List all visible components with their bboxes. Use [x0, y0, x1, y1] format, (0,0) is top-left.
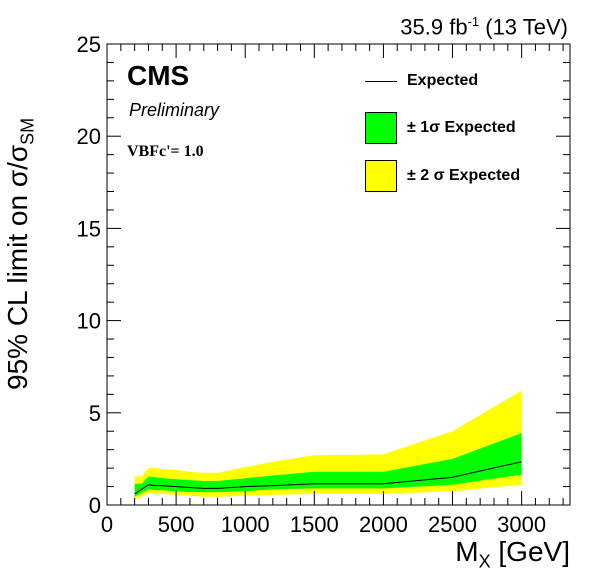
x-tick-label: 2000 — [359, 512, 408, 537]
legend-one-sigma-label: ± 1σ Expected — [407, 119, 516, 136]
legend-one-sigma: ± 1σ Expected — [365, 112, 516, 144]
x-tick-label: 1000 — [221, 512, 270, 537]
y-tick-label: 15 — [77, 216, 101, 241]
x-axis-label-sub: X — [478, 551, 491, 572]
y-tick-label: 5 — [89, 401, 101, 426]
cms-label: CMS — [127, 60, 190, 91]
bands-layer — [134, 390, 522, 500]
x-axis-label-unit: [GeV] — [490, 536, 570, 567]
expected-line — [134, 461, 522, 495]
x-tick-label: 0 — [101, 512, 113, 537]
legend-two-sigma: ± 2 σ Expected — [365, 160, 520, 192]
x-axis-label: MX [GeV] — [455, 536, 570, 573]
ticks-layer: 0 500 1000 1500 2000 2500 3000 0 5 10 15 20 25 — [77, 32, 570, 537]
preliminary-label: Preliminary — [129, 100, 220, 120]
model-label: VBFc'= 1.0 — [127, 143, 204, 160]
lumi-exponent: -1 — [467, 14, 480, 29]
y-tick-label: 20 — [77, 124, 101, 149]
x-tick-label: 1500 — [290, 512, 339, 537]
legend-two-sigma-label: ± 2 σ Expected — [407, 167, 521, 184]
legend-expected-swatch — [365, 80, 397, 82]
x-axis-label-main: M — [455, 536, 479, 567]
luminosity-label: 35.9 fb-1 (13 TeV) — [400, 14, 568, 40]
legend-two-sigma-swatch — [365, 160, 397, 192]
y-tick-label: 10 — [77, 309, 101, 334]
y-axis-label-sub: SM — [17, 117, 38, 145]
x-tick-label: 3000 — [497, 512, 546, 537]
one-sigma-band — [134, 433, 522, 497]
y-tick-label: 0 — [89, 493, 101, 518]
y-axis-label: 95% CL limit on σ/σSM — [2, 118, 39, 390]
plot-frame — [106, 43, 571, 506]
lumi-energy: (13 TeV) — [485, 14, 568, 40]
legend-one-sigma-swatch — [365, 112, 397, 144]
legend-expected: Expected — [365, 72, 478, 90]
lumi-value: 35.9 fb — [400, 14, 468, 40]
y-tick-label: 25 — [77, 32, 101, 57]
x-tick-label: 2500 — [428, 512, 477, 537]
legend-expected-label: Expected — [407, 72, 479, 89]
x-tick-label: 500 — [158, 512, 195, 537]
y-axis-label-main: 95% CL limit on σ/σ — [2, 144, 33, 390]
